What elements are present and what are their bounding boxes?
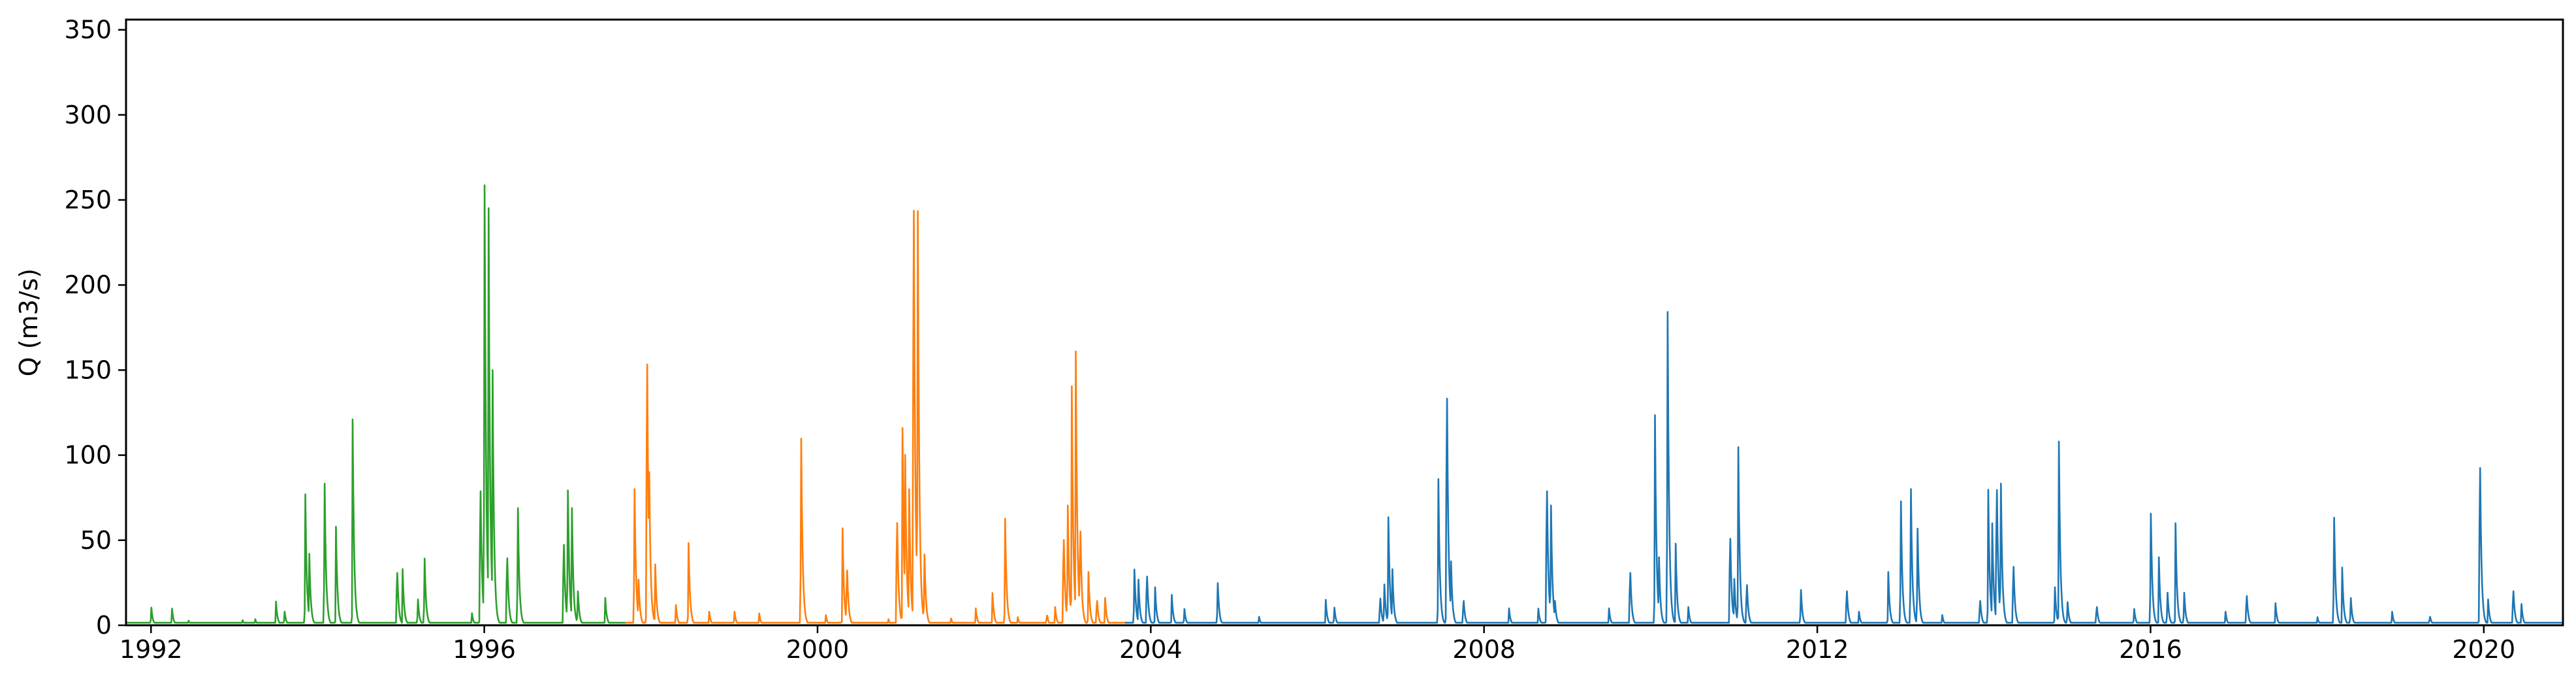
y-axis-label: Q (m3/s) [14,269,43,376]
x-tick-label-2012: 2012 [1786,635,1849,664]
y-axis: 0 50 100 150 200 250 300 350 [64,16,126,640]
x-tick-label-2004: 2004 [1119,635,1183,664]
y-tick-label-0: 0 [96,611,112,640]
y-tick-label-100: 100 [64,441,112,470]
series-1-line [125,184,627,624]
x-tick-label-1992: 1992 [119,635,183,664]
series-2-line [625,210,1127,624]
y-tick-label-350: 350 [64,16,112,44]
y-tick-label-200: 200 [64,270,112,299]
y-tick-label-50: 50 [80,526,112,555]
series-3-line [1124,311,2564,624]
x-tick-label-2008: 2008 [1452,635,1516,664]
plot-frame [125,18,2564,627]
x-tick-label-2020: 2020 [2452,635,2515,664]
y-tick-label-150: 150 [64,355,112,384]
series-layer [125,184,2564,624]
x-tick-label-1996: 1996 [453,635,516,664]
x-axis: 1992 1996 2000 2004 2008 2012 2016 2020 [119,625,2515,664]
x-tick-label-2000: 2000 [786,635,850,664]
y-tick-label-300: 300 [64,101,112,129]
y-tick-label-250: 250 [64,186,112,214]
x-tick-label-2016: 2016 [2119,635,2182,664]
